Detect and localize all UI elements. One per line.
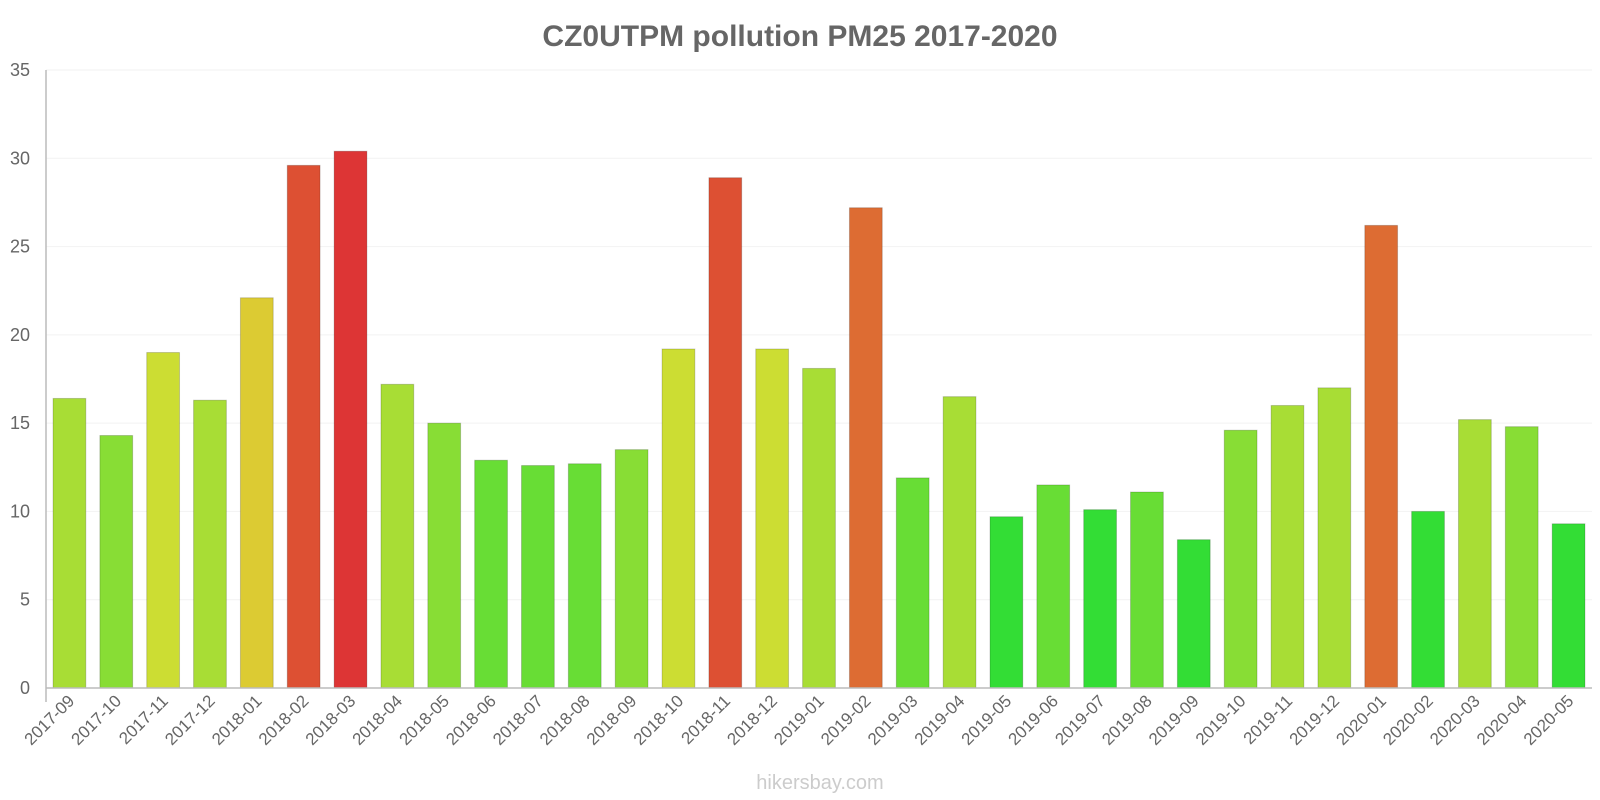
x-tick-label: 2018-10 <box>630 691 688 749</box>
x-tick-label: 2019-10 <box>1192 691 1250 749</box>
x-tick-label: 2019-06 <box>1005 691 1063 749</box>
x-tick-label: 2019-12 <box>1286 691 1344 749</box>
x-tick-label: 2019-02 <box>817 691 875 749</box>
x-tick-label: 2018-04 <box>349 691 407 749</box>
y-axis: 0 5 10 15 20 25 30 35 <box>10 60 47 702</box>
bar-2018-03 <box>333 150 368 689</box>
x-tick-label: 2019-08 <box>1098 691 1156 749</box>
bar-2020-03 <box>1457 419 1492 689</box>
y-tick-label: 15 <box>10 413 30 433</box>
x-tick-label: 2020-02 <box>1379 691 1437 749</box>
x-tick-label: 2020-04 <box>1473 691 1531 749</box>
y-tick-label: 25 <box>10 237 30 257</box>
x-axis: 2017-092017-102017-112017-122018-012018-… <box>21 687 1592 749</box>
x-tick-label: 2018-07 <box>489 691 547 749</box>
bar-2017-10 <box>99 435 134 689</box>
x-tick-label: 2018-11 <box>677 691 734 748</box>
bar-2018-04 <box>380 383 415 689</box>
bar-2019-03 <box>895 477 930 689</box>
bar-2019-11 <box>1270 404 1305 689</box>
x-tick-label: 2019-04 <box>911 691 969 749</box>
bar-2019-05 <box>989 516 1024 689</box>
x-tick-label: 2018-05 <box>395 691 453 749</box>
bar-2018-02 <box>286 164 321 689</box>
y-tick-label: 0 <box>20 678 30 698</box>
bar-2018-07 <box>521 465 555 689</box>
bar-2019-07 <box>1083 509 1117 689</box>
x-tick-label: 2018-06 <box>442 691 500 749</box>
bar-2017-09 <box>52 397 87 689</box>
x-tick-label: 2019-07 <box>1051 691 1109 749</box>
x-tick-label: 2019-03 <box>864 691 922 749</box>
x-tick-label: 2018-09 <box>583 691 641 749</box>
x-tick-label: 2020-05 <box>1520 691 1578 749</box>
bar-2019-09 <box>1176 539 1211 689</box>
x-tick-label: 2018-12 <box>723 691 781 749</box>
bar-2020-04 <box>1504 426 1539 689</box>
x-tick-label: 2020-01 <box>1332 691 1390 749</box>
bar-2019-04 <box>942 396 977 689</box>
y-tick-label: 35 <box>10 60 30 80</box>
x-tick-label: 2019-09 <box>1145 691 1203 749</box>
bar-2017-11 <box>146 352 181 689</box>
bar-2018-11 <box>708 177 743 689</box>
chart-title: CZ0UTPM pollution PM25 2017-2020 <box>542 20 1057 53</box>
bar-2018-01 <box>239 297 274 689</box>
bar-2019-10 <box>1223 429 1258 689</box>
y-tick-label: 20 <box>10 325 30 345</box>
x-tick-label: 2018-01 <box>208 691 266 749</box>
bar-2018-06 <box>474 459 508 689</box>
bar-2018-12 <box>755 348 790 689</box>
x-tick-label: 2019-01 <box>770 691 828 749</box>
bar-2018-05 <box>427 422 462 689</box>
bar-2019-12 <box>1317 387 1352 689</box>
bar-2018-09 <box>614 449 649 689</box>
x-tick-label: 2017-10 <box>68 691 126 749</box>
x-tick-label: 2018-03 <box>302 691 360 749</box>
bar-2019-01 <box>802 367 836 689</box>
bars <box>52 150 1586 689</box>
x-tick-label: 2019-05 <box>958 691 1016 749</box>
y-tick-label: 10 <box>10 501 30 521</box>
bar-2019-08 <box>1130 491 1164 689</box>
bar-2017-12 <box>193 399 227 689</box>
x-tick-label: 2020-03 <box>1426 691 1484 749</box>
y-tick-label: 5 <box>20 590 30 610</box>
bar-2018-10 <box>661 348 696 689</box>
x-tick-label: 2017-11 <box>115 691 172 748</box>
x-tick-label: 2017-09 <box>21 691 79 749</box>
bar-2019-02 <box>848 207 883 689</box>
bar-2020-02 <box>1411 510 1445 689</box>
x-tick-label: 2018-08 <box>536 691 594 749</box>
x-tick-label: 2019-11 <box>1240 691 1297 748</box>
bar-2018-08 <box>567 463 602 689</box>
bar-2020-01 <box>1364 224 1399 689</box>
watermark: hikersbay.com <box>756 772 883 794</box>
bar-2020-05 <box>1551 523 1586 689</box>
x-tick-label: 2018-02 <box>255 691 313 749</box>
bar-2019-06 <box>1036 484 1071 689</box>
x-tick-label: 2017-12 <box>161 691 219 749</box>
y-tick-label: 30 <box>10 148 30 168</box>
